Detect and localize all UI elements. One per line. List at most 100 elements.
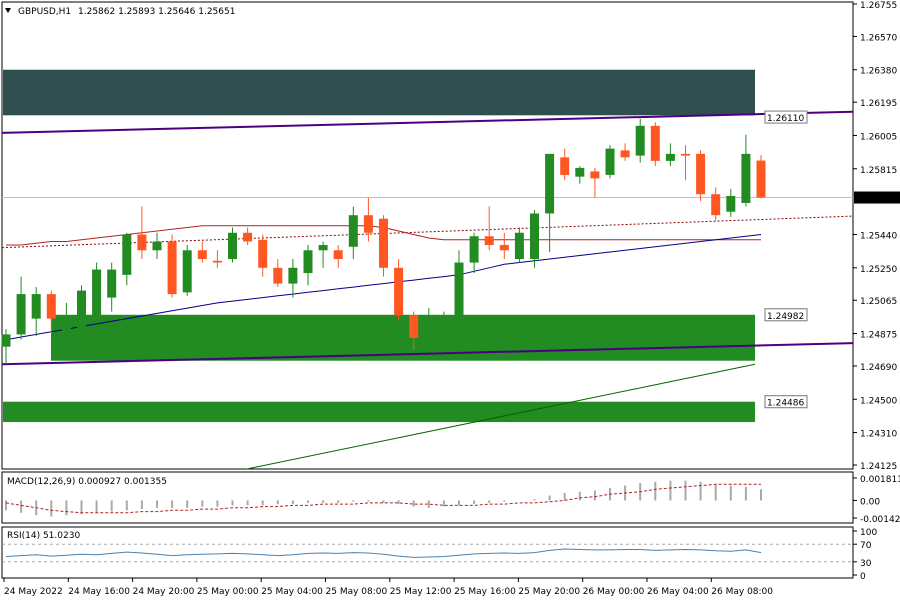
time-tick-label: 25 May 04:00 (261, 587, 323, 597)
candle-body[interactable] (273, 267, 283, 284)
candle-body[interactable] (756, 160, 766, 198)
price-tick-label: 1.26755 (860, 1, 897, 11)
candle-body[interactable] (499, 245, 509, 251)
candle-body[interactable] (711, 194, 721, 216)
candle-body[interactable] (333, 250, 343, 260)
macd-tick-label: 0.00 (860, 497, 880, 507)
candle-body[interactable] (182, 250, 192, 293)
candle-body[interactable] (46, 294, 56, 319)
price-tick-label: 1.25250 (860, 265, 897, 275)
candle-body[interactable] (741, 153, 751, 203)
dropdown-triangle-icon[interactable] (5, 8, 11, 13)
candle-body[interactable] (650, 125, 660, 161)
candle-body[interactable] (726, 195, 736, 212)
level-label: 1.24982 (767, 312, 804, 322)
time-tick-label: 26 May 08:00 (711, 587, 773, 597)
candle-body[interactable] (696, 153, 706, 195)
candle-body[interactable] (620, 150, 630, 158)
time-tick-label: 24 May 2022 (4, 587, 63, 597)
candle-body[interactable] (590, 171, 600, 179)
channel-top-line[interactable] (1, 110, 854, 134)
ohlc-values: 1.25862 1.25893 1.25646 1.25651 (78, 7, 235, 17)
candle-body[interactable] (107, 269, 117, 298)
price-tick-label: 1.24125 (860, 462, 897, 472)
candle-body[interactable] (92, 269, 102, 316)
candle-body[interactable] (363, 215, 373, 233)
price-tick-label: 1.24500 (860, 396, 897, 406)
time-tick-label: 24 May 16:00 (68, 587, 130, 597)
price-tick-label: 1.25065 (860, 297, 897, 307)
candle-body[interactable] (409, 315, 419, 338)
time-tick-label: 24 May 20:00 (133, 587, 195, 597)
current-price-label: 1.25651 (858, 195, 895, 205)
candle-body[interactable] (484, 236, 494, 246)
candle-body[interactable] (288, 267, 298, 284)
current-price-badge (854, 191, 900, 204)
candle-body[interactable] (530, 213, 539, 260)
time-tick-label: 26 May 00:00 (583, 587, 645, 597)
candle-body[interactable] (197, 250, 207, 260)
candle-body[interactable] (303, 250, 313, 274)
macd-signal-line (5, 483, 761, 514)
candle-body[interactable] (152, 241, 162, 251)
time-tick-label: 26 May 04:00 (647, 587, 709, 597)
candle-body[interactable] (665, 153, 675, 161)
time-tick-label: 25 May 12:00 (390, 587, 452, 597)
time-tick-label: 25 May 16:00 (454, 587, 516, 597)
channel-bottom-line[interactable] (1, 342, 854, 366)
level-label-box (764, 308, 808, 322)
zone-resistance (3, 69, 755, 116)
candle-body[interactable] (560, 157, 570, 175)
candle-body[interactable] (137, 234, 147, 251)
candle-body[interactable] (16, 294, 26, 335)
price-tick-label: 1.24310 (860, 430, 897, 440)
candle-body[interactable] (454, 262, 464, 316)
price-tick-label: 1.25815 (860, 166, 897, 176)
time-tick-label: 25 May 08:00 (326, 587, 388, 597)
time-tick-label: 25 May 20:00 (518, 587, 580, 597)
candle-body[interactable] (635, 125, 645, 156)
candle-body[interactable] (258, 239, 268, 268)
macd-label: MACD(12,26,9) 0.000927 0.001355 (7, 477, 167, 487)
level-label-box (764, 110, 808, 124)
price-tick-label: 1.24875 (860, 331, 897, 341)
candle-body[interactable] (1, 334, 11, 347)
macd-pane (1, 471, 854, 524)
candle-body[interactable] (575, 167, 585, 177)
price-tick-label: 1.26195 (860, 99, 897, 109)
candle-body[interactable] (77, 290, 86, 335)
symbol-title: GBPUSD,H1 (18, 7, 71, 17)
candle-body[interactable] (605, 148, 615, 175)
level-label: 1.26110 (767, 114, 804, 124)
rsi-pane (1, 526, 854, 579)
candle-body[interactable] (469, 236, 479, 263)
zone-support (51, 314, 755, 361)
rsi-tick-label: 70 (860, 541, 872, 551)
candle-body[interactable] (318, 245, 328, 251)
candle-body[interactable] (348, 215, 358, 247)
candle-body[interactable] (545, 153, 555, 214)
candle-body[interactable] (228, 232, 237, 260)
time-tick-label: 25 May 00:00 (197, 587, 259, 597)
level-label: 1.24486 (767, 399, 804, 409)
candle-body[interactable] (122, 234, 132, 275)
ma-green-line (244, 363, 756, 470)
candle-body[interactable] (424, 315, 434, 317)
rsi-line (5, 548, 762, 558)
candle-body[interactable] (394, 267, 404, 316)
rsi-tick-label: 0 (860, 572, 866, 582)
candle-body[interactable] (379, 218, 388, 268)
candle-body[interactable] (439, 315, 449, 317)
candle-body[interactable] (167, 241, 177, 295)
price-tick-label: 1.25440 (860, 232, 897, 242)
candle-body[interactable] (61, 315, 71, 340)
candle-body[interactable] (212, 260, 222, 263)
rsi-label: RSI(14) 51.0230 (7, 531, 80, 541)
candle-body[interactable] (681, 153, 690, 156)
candle-body[interactable] (31, 294, 41, 319)
candle-body[interactable] (243, 232, 253, 242)
candle-body[interactable] (514, 232, 524, 260)
macd-tick-label: 0.001811 (860, 475, 900, 485)
